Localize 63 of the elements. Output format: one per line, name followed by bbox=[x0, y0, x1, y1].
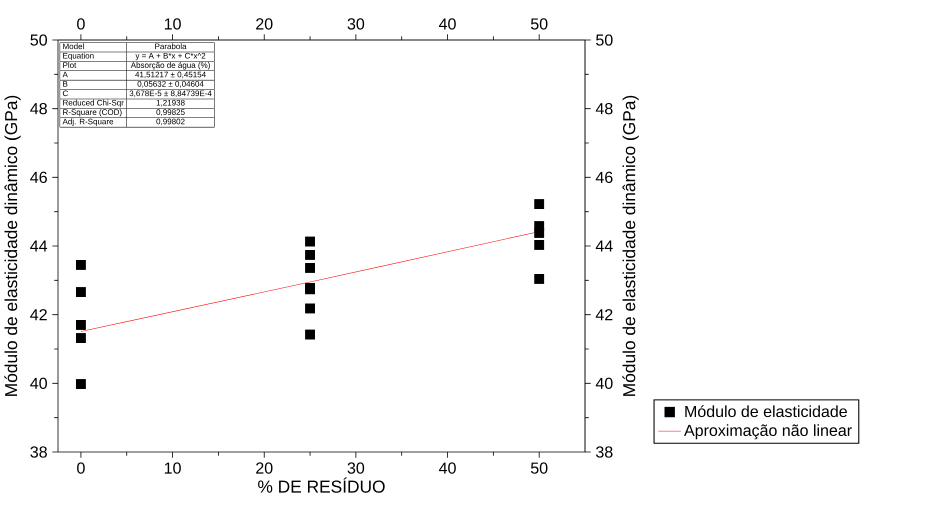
annotation: y = A + B*x + C*x^2 bbox=[135, 52, 206, 60]
x2-tick-label: 50 bbox=[530, 18, 548, 30]
annotation: Equation bbox=[63, 52, 94, 60]
annotation: 3,678E-5 ± 8,84739E-4 bbox=[130, 90, 212, 98]
annotation: 1,21938 bbox=[156, 100, 185, 106]
x-axis-title: % DE RESÍDUO bbox=[258, 478, 385, 493]
annotation: Parabola bbox=[155, 43, 187, 50]
point bbox=[76, 260, 86, 270]
annotation: 41,51217 ± 0,45154 bbox=[135, 72, 206, 78]
y2-tick-label: 46 bbox=[596, 172, 613, 183]
y-tick-label: 46 bbox=[30, 172, 47, 183]
x-tick-label: 10 bbox=[164, 462, 181, 474]
annotation: Adj. R-Square bbox=[62, 118, 114, 126]
legend-label: Módulo de elasticidade bbox=[685, 405, 847, 418]
legend-label: Aproximação não linear bbox=[684, 424, 852, 440]
point bbox=[534, 274, 544, 284]
y2-tick-label: 44 bbox=[596, 240, 613, 252]
y-tick-label: 48 bbox=[30, 103, 47, 114]
point bbox=[305, 330, 315, 340]
x2-tick-label: 40 bbox=[439, 18, 456, 30]
y-axis-title: Módulo de elasticidade dinâmico (GPa) bbox=[4, 96, 21, 396]
y-tick-label: 44 bbox=[30, 240, 48, 252]
annotation: 0,99802 bbox=[156, 118, 185, 126]
annotation: Absorção de água (%) bbox=[130, 62, 210, 70]
x2-tick-label: 20 bbox=[256, 18, 273, 30]
point bbox=[76, 320, 86, 330]
x2-tick-label: 0 bbox=[77, 18, 85, 30]
x-tick-label: 20 bbox=[256, 462, 272, 474]
point bbox=[534, 228, 544, 238]
y-tick-label: 40 bbox=[30, 378, 47, 389]
point bbox=[76, 379, 86, 389]
x-tick-label: 50 bbox=[530, 462, 548, 474]
annotation: R-Square (COD) bbox=[63, 109, 122, 117]
point bbox=[76, 287, 86, 297]
annotation: C bbox=[62, 90, 68, 96]
y-tick-label: 50 bbox=[30, 34, 47, 46]
annotation: 0,05632 ± 0,04604 bbox=[138, 81, 204, 88]
y2-tick-label: 40 bbox=[596, 378, 613, 389]
point bbox=[305, 250, 315, 260]
x-tick-label: 30 bbox=[348, 462, 364, 474]
y-tick-label: 38 bbox=[30, 446, 47, 458]
x-tick-label: 0 bbox=[77, 462, 85, 474]
point bbox=[305, 304, 315, 314]
x2-tick-label: 30 bbox=[348, 18, 364, 30]
annotation: Plot bbox=[63, 62, 76, 68]
x2-tick-label: 10 bbox=[164, 18, 181, 30]
point bbox=[305, 263, 315, 273]
point bbox=[534, 240, 544, 250]
y2-tick-label: 48 bbox=[596, 103, 613, 114]
annotation: 0,99825 bbox=[156, 109, 185, 116]
y2-axis-title: Módulo de elasticidade dinâmico (GPa) bbox=[622, 96, 639, 396]
y-tick-label: 42 bbox=[30, 309, 47, 320]
annotation: Model bbox=[63, 43, 84, 50]
annotation: A bbox=[62, 72, 68, 78]
y2-tick-label: 42 bbox=[596, 309, 612, 320]
annotation: Reduced Chi-Sqr bbox=[63, 100, 124, 108]
point bbox=[76, 333, 86, 343]
y2-tick-label: 38 bbox=[596, 446, 613, 458]
x-tick-label: 40 bbox=[439, 462, 456, 474]
point bbox=[305, 236, 315, 246]
y2-tick-label: 50 bbox=[596, 34, 613, 46]
point bbox=[534, 199, 544, 210]
annotation: B bbox=[63, 81, 68, 87]
